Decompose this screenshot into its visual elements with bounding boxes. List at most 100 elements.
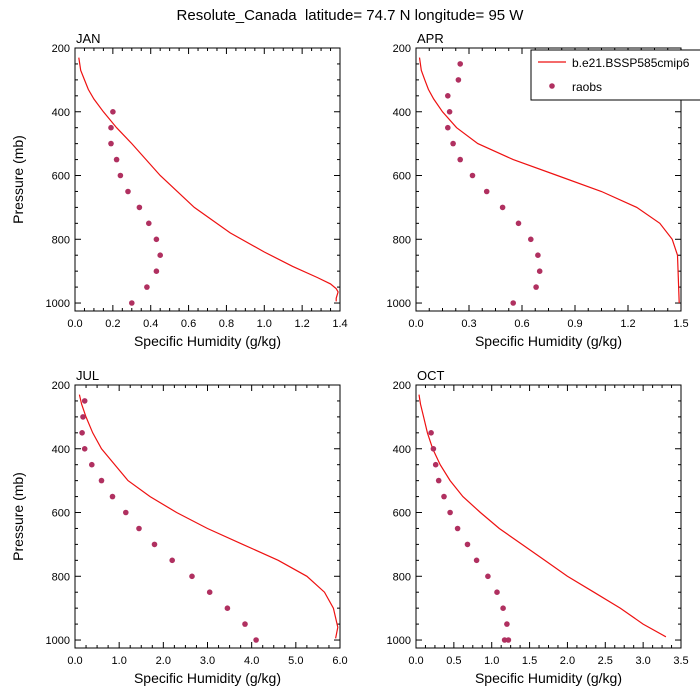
legend: b.e21.BSSP585cmip6 raobs bbox=[530, 49, 700, 101]
raobs-point-oct bbox=[454, 525, 461, 532]
raobs-point-oct bbox=[447, 509, 453, 516]
xtick-label-apr: 1.5 bbox=[673, 318, 688, 330]
xtick-label-jul: 0.0 bbox=[67, 655, 82, 667]
raobs-point-apr bbox=[445, 93, 451, 99]
ytick-label-oct: 800 bbox=[393, 571, 411, 583]
ytick-label-oct: 400 bbox=[393, 444, 411, 456]
raobs-point-jul bbox=[189, 573, 195, 580]
raobs-point-jul bbox=[109, 493, 116, 500]
raobs-point-jul bbox=[169, 557, 175, 564]
ytick-label-oct: 200 bbox=[393, 380, 411, 392]
panel-label-apr: APR bbox=[417, 31, 444, 46]
ytick-label-jul: 400 bbox=[52, 444, 70, 456]
raobs-point-oct bbox=[435, 477, 442, 484]
raobs-point-apr bbox=[455, 77, 462, 83]
panel-label-jul: JUL bbox=[76, 368, 99, 383]
raobs-point-oct bbox=[432, 461, 439, 468]
raobs-point-oct bbox=[473, 557, 480, 564]
panel-label-jan: JAN bbox=[76, 31, 101, 46]
ytick-label-jul: 600 bbox=[52, 508, 70, 520]
raobs-point-apr bbox=[510, 300, 516, 306]
ytick-label-oct: 1000 bbox=[387, 635, 411, 647]
raobs-point-oct bbox=[504, 621, 510, 627]
raobs-point-apr bbox=[528, 236, 534, 243]
xtick-label-jul: 2.0 bbox=[156, 655, 171, 667]
xtick-label-jan: 0.4 bbox=[143, 318, 158, 330]
xtick-label-jul: 1.0 bbox=[112, 655, 127, 667]
raobs-point-oct bbox=[501, 637, 508, 643]
xtick-label-jul: 5.0 bbox=[288, 655, 303, 667]
raobs-point-apr bbox=[450, 140, 456, 147]
x-axis-label-jul: Specific Humidity (g/kg) bbox=[134, 670, 281, 686]
raobs-point-oct bbox=[428, 430, 434, 436]
xtick-label-jul: 3.0 bbox=[200, 655, 215, 667]
y-axis-label-jan: Pressure (mb) bbox=[10, 135, 26, 224]
raobs-point-jan bbox=[153, 268, 160, 275]
raobs-point-oct bbox=[441, 493, 447, 500]
raobs-point-jan bbox=[108, 140, 114, 147]
panel-oct: OCT 0.0 0.5 1.0 1.5 2.0 2.5 3.0 3.5 200 400 600 800 1… bbox=[387, 368, 689, 686]
raobs-point-apr bbox=[535, 252, 541, 258]
model-line-jan bbox=[78, 57, 339, 302]
ytick-label-jul: 1000 bbox=[46, 635, 70, 647]
raobs-point-oct bbox=[494, 589, 500, 595]
model-line-jul bbox=[78, 394, 339, 639]
xtick-label-jan: 1.2 bbox=[294, 318, 309, 330]
raobs-point-jul bbox=[253, 637, 259, 643]
xtick-label-apr: 0.3 bbox=[461, 318, 476, 330]
ytick-label-jan: 1000 bbox=[46, 298, 70, 310]
xtick-label-oct: 1.0 bbox=[484, 655, 499, 667]
raobs-point-jul bbox=[136, 525, 142, 532]
xtick-label-jan: 0.2 bbox=[105, 318, 120, 330]
raobs-point-apr bbox=[457, 61, 464, 67]
xtick-label-jan: 0.8 bbox=[219, 318, 234, 330]
ytick-label-jan: 800 bbox=[52, 234, 70, 246]
ytick-label-jan: 400 bbox=[52, 107, 70, 119]
raobs-point-oct bbox=[430, 446, 437, 452]
raobs-point-jan bbox=[117, 172, 124, 179]
xtick-label-jan: 1.0 bbox=[257, 318, 272, 330]
raobs-point-apr bbox=[445, 124, 451, 131]
raobs-point-jul bbox=[151, 541, 158, 548]
raobs-point-jan bbox=[113, 156, 120, 163]
xtick-label-oct: 3.5 bbox=[673, 655, 688, 667]
raobs-point-jan bbox=[110, 109, 116, 115]
ytick-label-apr: 600 bbox=[393, 171, 411, 183]
raobs-point-oct bbox=[485, 573, 491, 580]
raobs-point-jan bbox=[136, 204, 143, 211]
raobs-point-oct bbox=[500, 605, 506, 611]
ytick-label-oct: 600 bbox=[393, 508, 411, 520]
raobs-point-apr bbox=[499, 204, 506, 211]
raobs-point-jul bbox=[224, 605, 231, 611]
xtick-label-oct: 2.0 bbox=[560, 655, 575, 667]
xtick-label-apr: 0.9 bbox=[567, 318, 582, 330]
x-axis-label-jan: Specific Humidity (g/kg) bbox=[134, 333, 281, 349]
xtick-label-jul: 6.0 bbox=[332, 655, 347, 667]
panel-jul: JUL 0.0 1.0 2.0 3.0 4.0 5.0 6.0 200 400 600 800 1000… bbox=[10, 368, 348, 686]
panel-apr: APR 0.0 0.3 0.6 0.9 1.2 1.5 200 400 600 800 1000 Spe… bbox=[387, 31, 689, 349]
plot-area-jan bbox=[78, 57, 339, 306]
raobs-point-jul bbox=[80, 414, 86, 420]
plot-area-oct bbox=[418, 394, 667, 643]
xtick-label-oct: 3.0 bbox=[635, 655, 650, 667]
xtick-label-apr: 0.0 bbox=[408, 318, 423, 330]
raobs-point-jan bbox=[157, 252, 163, 258]
xtick-label-apr: 0.6 bbox=[514, 318, 529, 330]
panel-jan: JAN 0.0 0.2 0.4 0.6 0.8 1.0 1.2 1.4 200 400 600 800 1… bbox=[10, 31, 348, 349]
plot-area-jul bbox=[78, 394, 339, 643]
y-axis-label-jul: Pressure (mb) bbox=[10, 472, 26, 561]
raobs-point-jul bbox=[81, 398, 88, 404]
ytick-label-apr: 800 bbox=[393, 234, 411, 246]
raobs-point-jan bbox=[144, 284, 150, 290]
ytick-label-jan: 200 bbox=[52, 43, 70, 55]
raobs-point-jul bbox=[79, 430, 85, 436]
panel-label-oct: OCT bbox=[417, 368, 445, 383]
raobs-point-jul bbox=[89, 461, 95, 468]
raobs-point-jan bbox=[108, 124, 114, 131]
raobs-point-jan bbox=[129, 300, 135, 306]
raobs-point-apr bbox=[446, 109, 453, 115]
xtick-label-oct: 0.5 bbox=[446, 655, 461, 667]
legend-obs-swatch bbox=[549, 83, 555, 89]
raobs-point-apr bbox=[469, 172, 476, 179]
xtick-label-jan: 0.6 bbox=[181, 318, 196, 330]
